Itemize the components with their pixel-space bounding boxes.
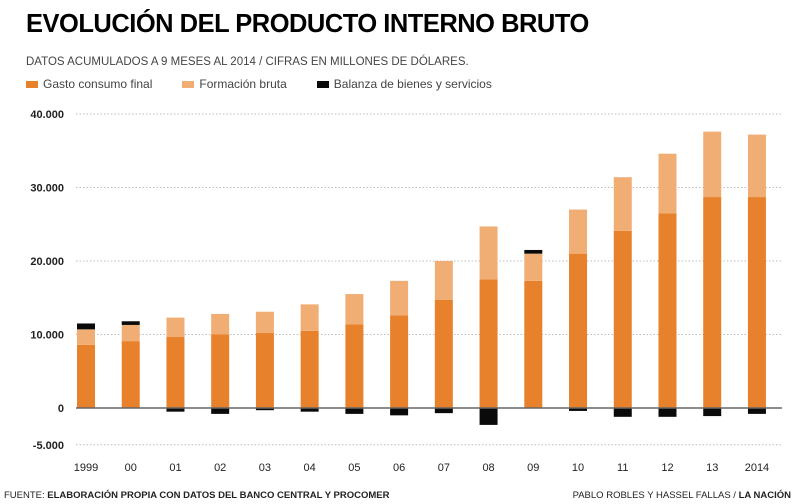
bar-formacion: [479, 226, 498, 280]
x-tick-label: 07: [438, 462, 450, 474]
x-tick-label: 12: [661, 462, 673, 474]
bar-gasto: [166, 336, 185, 408]
source-note: FUENTE: ELABORACIÓN PROPIA CON DATOS DEL…: [4, 490, 390, 501]
bar-formacion: [747, 134, 766, 198]
legend-label: Balanza de bienes y servicios: [333, 77, 492, 91]
bar-gasto: [479, 279, 498, 408]
x-tick-label: 02: [214, 462, 226, 474]
outlet: LA NACIÓN: [738, 490, 791, 501]
x-tick-label: 09: [527, 462, 539, 474]
legend-item-gasto: Gasto consumo final: [26, 77, 152, 91]
bar-formacion: [211, 313, 230, 335]
legend-swatch-formacion: [182, 80, 195, 88]
bar-formacion: [658, 153, 677, 214]
chart-subtitle: DATOS ACUMULADOS A 9 MESES AL 2014 / CIF…: [26, 56, 469, 68]
bar-gasto: [524, 280, 543, 408]
bar-formacion: [390, 280, 409, 316]
legend-item-formacion: Formación bruta: [182, 77, 287, 91]
authors: PABLO ROBLES Y HASSEL FALLAS /: [572, 490, 736, 501]
bar-formacion: [77, 329, 95, 345]
bar-balanza: [345, 408, 364, 414]
bar-formacion: [524, 253, 543, 281]
bar-balanza: [479, 408, 498, 425]
x-tick-label: 08: [482, 462, 494, 474]
bar-balanza: [747, 408, 766, 414]
source-text: ELABORACIÓN PROPIA CON DATOS DEL BANCO C…: [47, 490, 390, 501]
bar-balanza: [300, 408, 319, 412]
x-tick-label: 04: [304, 462, 316, 474]
x-tick-label: 01: [169, 462, 181, 474]
credits: PABLO ROBLES Y HASSEL FALLAS / LA NACIÓN: [573, 490, 791, 501]
bar-gasto: [345, 324, 364, 408]
bar-balanza: [524, 249, 543, 254]
bar-balanza: [703, 408, 722, 417]
bar-gasto: [390, 315, 409, 408]
legend-swatch-balanza: [316, 80, 329, 88]
bar-balanza: [166, 408, 185, 412]
legend: Gasto consumo final Formación bruta Bala…: [26, 77, 522, 91]
bar-balanza: [569, 408, 588, 411]
legend-item-balanza: Balanza de bienes y servicios: [316, 77, 492, 91]
bar-formacion: [255, 311, 274, 334]
bar-gasto: [77, 344, 95, 408]
bar-gasto: [121, 341, 140, 408]
bar-balanza: [658, 408, 677, 417]
x-tick-label: 13: [706, 462, 718, 474]
x-tick-label: 10: [572, 462, 584, 474]
bar-gasto: [255, 333, 274, 408]
legend-label: Gasto consumo final: [43, 77, 153, 91]
bar-formacion: [121, 324, 140, 342]
x-tick-label: 06: [393, 462, 405, 474]
legend-swatch-gasto: [26, 80, 38, 88]
bar-gasto: [613, 230, 632, 408]
x-tick-label: 2014: [745, 462, 769, 474]
bar-balanza: [121, 321, 140, 325]
y-tick-label: 0: [58, 403, 64, 415]
bar-gasto: [703, 197, 722, 408]
source-label: FUENTE:: [4, 490, 45, 501]
y-tick-label: 10.000: [30, 330, 64, 342]
bar-gasto: [747, 197, 766, 408]
x-tick-label: 05: [348, 462, 360, 474]
bar-formacion: [569, 209, 588, 254]
x-tick-label: 00: [125, 462, 137, 474]
bar-balanza: [390, 408, 409, 416]
x-tick-label: 11: [617, 462, 628, 474]
bar-balanza: [613, 408, 632, 417]
bar-formacion: [345, 294, 364, 325]
bar-gasto: [569, 253, 588, 408]
legend-label: Formación bruta: [199, 77, 287, 91]
y-tick-label: 30.000: [30, 183, 64, 195]
bar-formacion: [166, 317, 185, 337]
bar-formacion: [703, 131, 722, 198]
y-tick-label: 40.000: [30, 109, 64, 121]
bar-gasto: [658, 213, 677, 408]
bar-formacion: [300, 304, 319, 331]
y-tick-label: -5.000: [33, 440, 64, 452]
bar-balanza: [255, 408, 274, 411]
bar-balanza: [434, 408, 453, 414]
bar-gasto: [434, 299, 453, 408]
bar-gasto: [300, 330, 319, 408]
bar-balanza: [77, 323, 95, 330]
x-tick-label: 03: [259, 462, 271, 474]
bar-balanza: [211, 408, 230, 414]
chart-title: EVOLUCIÓN DEL PRODUCTO INTERNO BRUTO: [26, 8, 589, 38]
x-tick-label: 1999: [74, 462, 98, 474]
bar-formacion: [434, 261, 453, 300]
bar-gasto: [211, 334, 230, 408]
bar-formacion: [613, 177, 632, 231]
y-tick-label: 20.000: [30, 256, 64, 268]
